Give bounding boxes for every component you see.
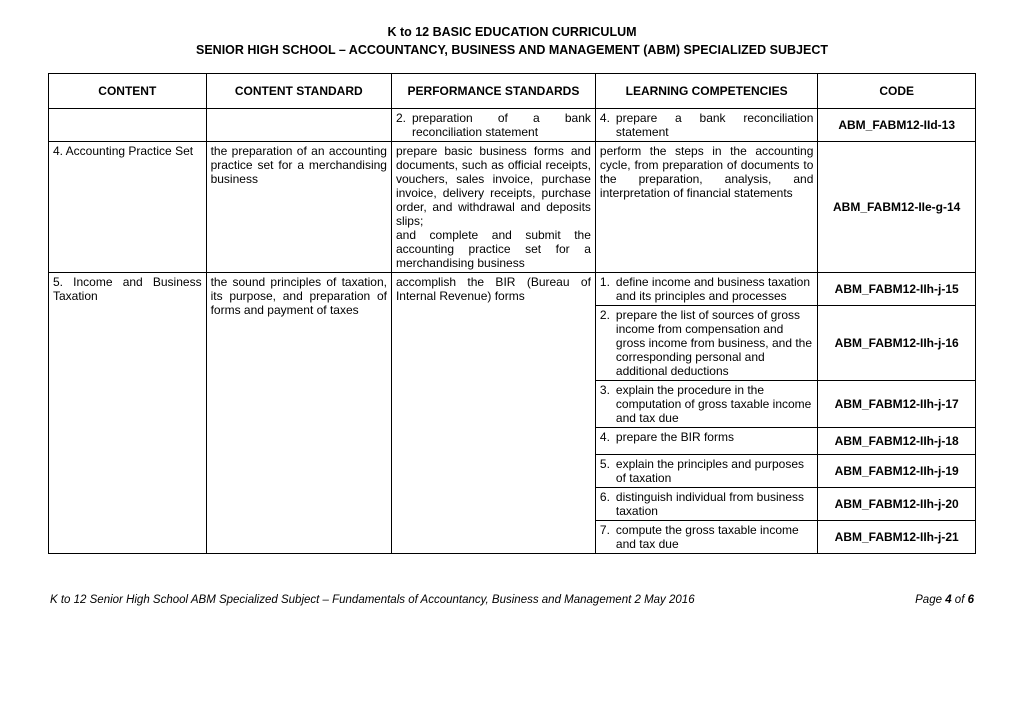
learn-text: compute the gross taxable income and tax… <box>616 523 813 551</box>
cell-code: ABM_FABM12-IIh-j-15 <box>818 273 976 306</box>
learn-num: 6. <box>600 490 616 518</box>
cell-code: ABM_FABM12-IIh-j-16 <box>818 306 976 381</box>
col-standard-header: CONTENT STANDARD <box>206 74 391 109</box>
learn-num: 5. <box>600 457 616 485</box>
learn-text: prepare a bank reconciliation statement <box>616 111 813 139</box>
cell-content: 4. Accounting Practice Set <box>49 142 207 273</box>
cell-standard: the sound principles of taxation, its pu… <box>206 273 391 554</box>
cell-learning: 6.distinguish individual from business t… <box>595 488 817 521</box>
cell-code: ABM_FABM12-IIh-j-17 <box>818 381 976 428</box>
curriculum-table: CONTENT CONTENT STANDARD PERFORMANCE STA… <box>48 73 976 554</box>
cell-learning: 1.define income and business taxation an… <box>595 273 817 306</box>
footer-left: K to 12 Senior High School ABM Specializ… <box>50 594 695 606</box>
page-header: K to 12 BASIC EDUCATION CURRICULUM SENIO… <box>48 24 976 59</box>
cell-code: ABM_FABM12-IIh-j-18 <box>818 428 976 455</box>
cell-content: 5. Income and Business Taxation <box>49 273 207 554</box>
cell-learning: 3.explain the procedure in the computati… <box>595 381 817 428</box>
cell-code: ABM_FABM12-IIh-j-19 <box>818 455 976 488</box>
col-code-header: CODE <box>818 74 976 109</box>
cell-performance: prepare basic business forms and documen… <box>391 142 595 273</box>
col-learning-header: LEARNING COMPETENCIES <box>595 74 817 109</box>
cell-learning: 5.explain the principles and purposes of… <box>595 455 817 488</box>
learn-text: explain the principles and purposes of t… <box>616 457 813 485</box>
header-line2: SENIOR HIGH SCHOOL – ACCOUNTANCY, BUSINE… <box>48 42 976 60</box>
perf-num: 2. <box>396 111 412 139</box>
cell-learning: 4.prepare the BIR forms <box>595 428 817 455</box>
learn-text: prepare the BIR forms <box>616 430 813 444</box>
learn-text: define income and business taxation and … <box>616 275 813 303</box>
cell-performance: accomplish the BIR (Bureau of Internal R… <box>391 273 595 554</box>
cell-learning: 7.compute the gross taxable income and t… <box>595 521 817 554</box>
cell-code: ABM_FABM12-IIh-j-20 <box>818 488 976 521</box>
cell-learning: 4. prepare a bank reconciliation stateme… <box>595 109 817 142</box>
cell-performance: 2. preparation of a bank reconciliation … <box>391 109 595 142</box>
cell-code: ABM_FABM12-IIh-j-21 <box>818 521 976 554</box>
learn-text: prepare the list of sources of gross inc… <box>616 308 813 378</box>
perf-text: preparation of a bank reconciliation sta… <box>412 111 591 139</box>
page-footer: K to 12 Senior High School ABM Specializ… <box>48 594 976 606</box>
table-row: 4. Accounting Practice Set the preparati… <box>49 142 976 273</box>
cell-standard <box>206 109 391 142</box>
learn-num: 1. <box>600 275 616 303</box>
learn-text: explain the procedure in the computation… <box>616 383 813 425</box>
cell-standard: the preparation of an accounting practic… <box>206 142 391 273</box>
learn-text: distinguish individual from business tax… <box>616 490 813 518</box>
table-row: 5. Income and Business Taxation the soun… <box>49 273 976 306</box>
learn-num: 4. <box>600 111 616 139</box>
footer-page-total: 6 <box>968 594 974 606</box>
cell-code: ABM_FABM12-IId-13 <box>818 109 976 142</box>
cell-learning: 2.prepare the list of sources of gross i… <box>595 306 817 381</box>
learn-num: 4. <box>600 430 616 444</box>
footer-page-num: 4 <box>945 594 951 606</box>
table-row: 2. preparation of a bank reconciliation … <box>49 109 976 142</box>
learn-num: 3. <box>600 383 616 425</box>
table-header-row: CONTENT CONTENT STANDARD PERFORMANCE STA… <box>49 74 976 109</box>
cell-learning: perform the steps in the accounting cycl… <box>595 142 817 273</box>
cell-content <box>49 109 207 142</box>
learn-num: 2. <box>600 308 616 378</box>
cell-code: ABM_FABM12-IIe-g-14 <box>818 142 976 273</box>
header-line1: K to 12 BASIC EDUCATION CURRICULUM <box>48 24 976 42</box>
col-performance-header: PERFORMANCE STANDARDS <box>391 74 595 109</box>
col-content-header: CONTENT <box>49 74 207 109</box>
learn-num: 7. <box>600 523 616 551</box>
footer-right: Page 4 of 6 <box>915 594 974 606</box>
